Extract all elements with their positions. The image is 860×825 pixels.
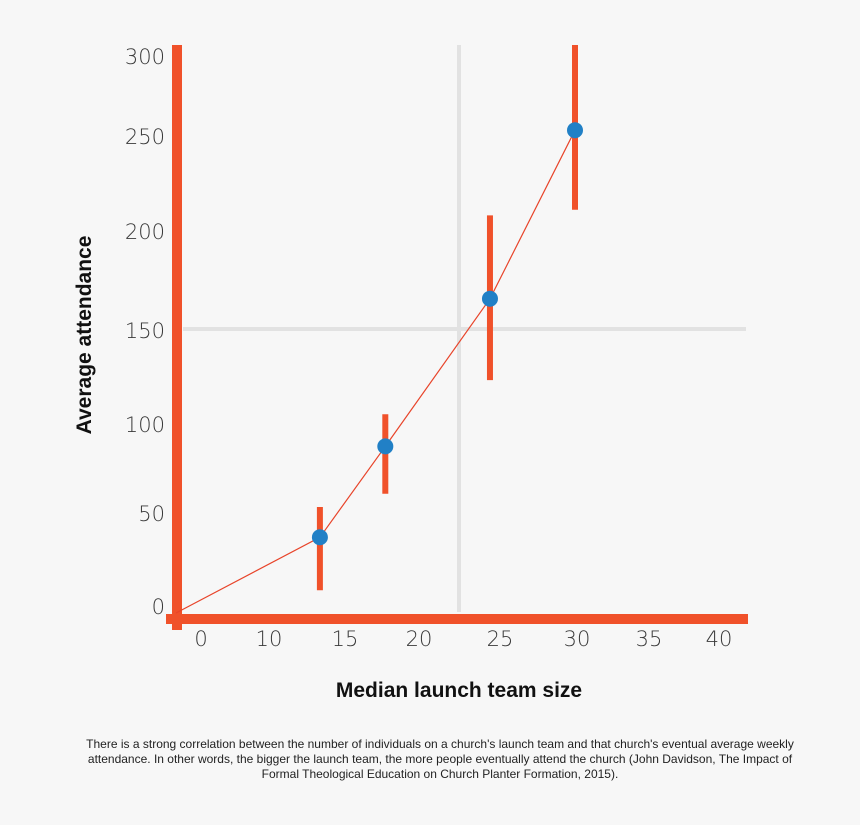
y-tick-labels: 300 250 200 150 100 50 0 <box>125 45 165 619</box>
x-tick-label-25: 25 <box>487 627 514 651</box>
chart-svg: 300 250 200 150 100 50 0 0 10 15 20 25 30 35 40 Avera… <box>73 45 748 702</box>
data-point-4 <box>567 122 583 139</box>
y-tick-label-200: 200 <box>125 220 165 244</box>
y-tick-label-300: 300 <box>125 45 165 69</box>
x-tick-label-0: 0 <box>194 627 207 651</box>
y-axis-title: Average attendance <box>73 236 96 435</box>
y-tick-label-0: 0 <box>152 595 165 619</box>
y-tick-label-250: 250 <box>125 125 165 149</box>
x-tick-label-35: 35 <box>636 627 663 651</box>
y-tick-label-50: 50 <box>138 502 165 526</box>
reference-lines <box>183 45 746 612</box>
figure-caption: There is a strong correlation between th… <box>86 737 794 781</box>
x-tick-label-40: 40 <box>706 627 733 651</box>
x-tick-label-20: 20 <box>406 627 433 651</box>
trend-line <box>175 129 576 614</box>
x-tick-label-15: 15 <box>332 627 359 651</box>
axes <box>166 45 748 630</box>
data-points <box>311 122 583 546</box>
y-tick-label-150: 150 <box>125 319 165 343</box>
x-tick-label-10: 10 <box>256 627 283 651</box>
y-tick-label-100: 100 <box>125 413 165 437</box>
x-tick-labels: 0 10 15 20 25 30 35 40 <box>194 627 732 651</box>
x-axis-title: Median launch team size <box>336 679 582 702</box>
x-tick-label-30: 30 <box>564 627 591 651</box>
data-point-3 <box>481 290 498 307</box>
data-point-1 <box>311 529 328 546</box>
error-bars <box>316 45 578 591</box>
data-point-2 <box>377 438 394 455</box>
trend-line-group <box>175 129 576 614</box>
